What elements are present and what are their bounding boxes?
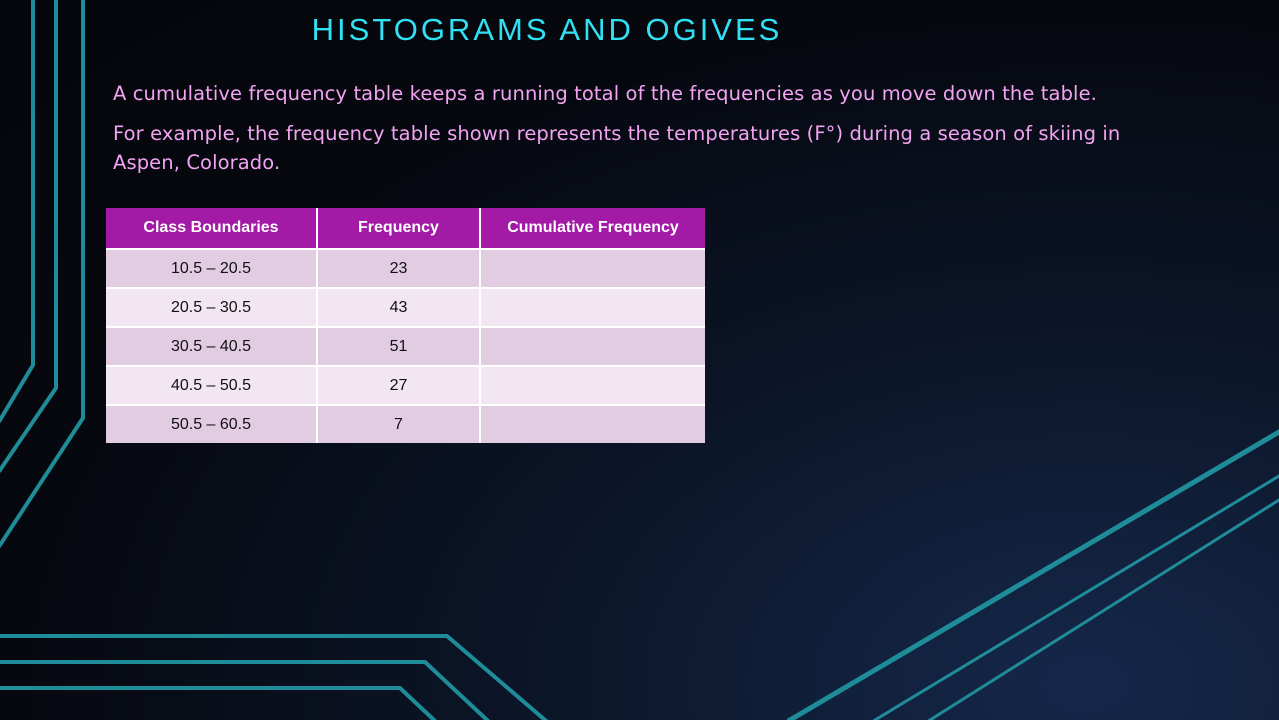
intro-paragraph: A cumulative frequency table keeps a run… — [113, 82, 1097, 105]
class-boundaries-cell: 20.5 – 30.5 — [106, 287, 318, 327]
table-header-row: Class Boundaries Frequency Cumulative Fr… — [106, 208, 705, 249]
frequency-cell: 51 — [317, 326, 481, 366]
decor-line — [0, 0, 35, 423]
cumulative-frequency-cell — [480, 326, 705, 366]
table-row: 50.5 – 60.5 7 — [106, 404, 705, 443]
table-row: 40.5 – 50.5 27 — [106, 365, 705, 405]
decor-line — [872, 474, 1279, 720]
cumulative-frequency-cell — [480, 365, 705, 405]
decor-line — [0, 686, 437, 720]
example-paragraph: For example, the frequency table shown r… — [113, 122, 1121, 174]
class-boundaries-cell: 50.5 – 60.5 — [106, 404, 318, 443]
header-class-boundaries: Class Boundaries — [106, 208, 318, 249]
cumulative-frequency-cell — [480, 287, 705, 327]
header-cumulative-frequency: Cumulative Frequency — [480, 208, 705, 249]
cumulative-frequency-table: Class Boundaries Frequency Cumulative Fr… — [106, 208, 705, 443]
decor-line — [786, 429, 1279, 720]
table-row: 20.5 – 30.5 43 — [106, 287, 705, 327]
class-boundaries-cell: 30.5 – 40.5 — [106, 326, 318, 366]
decor-line — [0, 0, 85, 548]
slide-title: HISTOGRAMS AND OGIVES — [311, 12, 783, 47]
frequency-cell: 27 — [317, 365, 481, 405]
header-frequency: Frequency — [317, 208, 481, 249]
frequency-cell: 23 — [317, 248, 481, 288]
decor-line — [0, 660, 490, 720]
class-boundaries-cell: 10.5 – 20.5 — [106, 248, 318, 288]
class-boundaries-cell: 40.5 – 50.5 — [106, 365, 318, 405]
frequency-cell: 43 — [317, 287, 481, 327]
decor-line — [0, 634, 548, 720]
table-row: 10.5 – 20.5 23 — [106, 248, 705, 288]
table-row: 30.5 – 40.5 51 — [106, 326, 705, 366]
frequency-cell: 7 — [317, 404, 481, 443]
cumulative-frequency-cell — [480, 248, 705, 288]
decor-line — [927, 498, 1279, 720]
decor-line — [0, 0, 58, 473]
cumulative-frequency-cell — [480, 404, 705, 443]
